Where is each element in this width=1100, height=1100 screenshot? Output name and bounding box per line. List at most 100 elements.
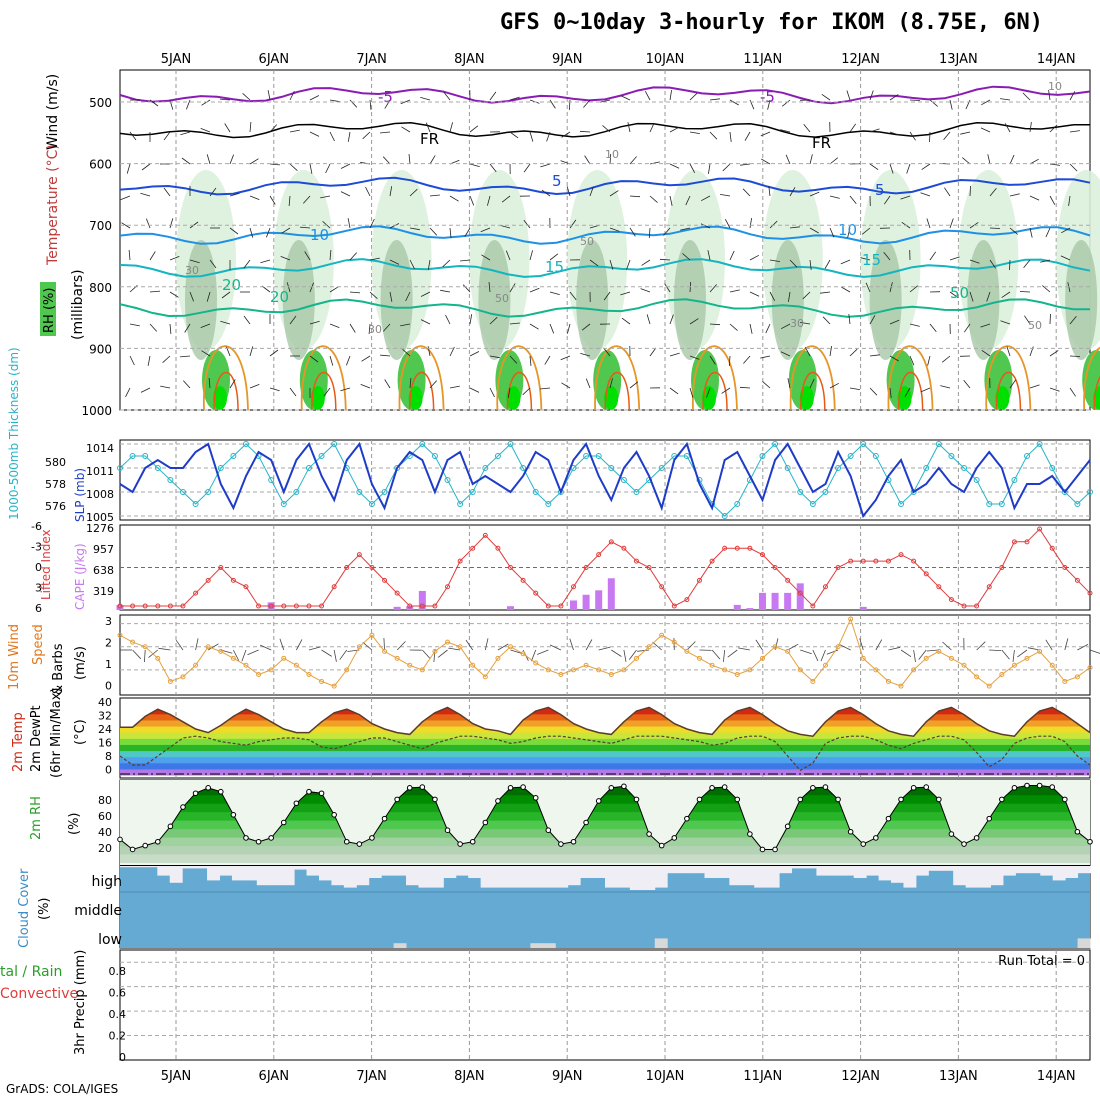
wind-barb [489, 163, 497, 173]
wind-barb [709, 323, 721, 326]
wind-barb [449, 122, 453, 133]
cloud-high-bar [231, 866, 245, 881]
li-point [999, 565, 1005, 570]
wind-barb [549, 323, 555, 334]
wind-speed-point [545, 667, 551, 673]
y-tick-temp: 32 [98, 710, 112, 723]
wind-barb [567, 323, 571, 334]
rh-legend-swatch [40, 282, 56, 336]
cloud-high-bar [182, 866, 196, 869]
wind-barb-10m [727, 649, 738, 658]
cloud-high-bar [953, 866, 967, 886]
thickness-point [356, 489, 363, 495]
wind-barb [820, 291, 831, 294]
wind-barb-10m [510, 649, 523, 654]
li-point [1011, 539, 1017, 545]
wind-barb-10m [260, 644, 272, 651]
wind-barb [269, 195, 276, 205]
wind-speed-point [369, 632, 375, 638]
rh-band [120, 801, 1090, 813]
wind-barb [189, 291, 194, 302]
isotherm-loop [408, 371, 435, 411]
wind-barb [1069, 163, 1078, 172]
cloud-high-bar [667, 866, 681, 874]
isotherm-loop [496, 345, 543, 411]
thickness-point [142, 453, 149, 459]
wind-barb [329, 99, 340, 103]
cloud-high-bar [741, 866, 755, 886]
date-label-top: 11JAN [743, 52, 782, 67]
rh-shade [310, 386, 325, 410]
thickness-point [242, 441, 249, 447]
date-label-top: 6JAN [259, 52, 290, 67]
cloud-high-bar [965, 866, 979, 888]
wind-barb [800, 322, 811, 325]
rh-point [873, 835, 879, 841]
wind-barb [829, 382, 839, 389]
y-tick-li: 6 [35, 602, 42, 615]
wind-barb [909, 131, 916, 141]
li-point [659, 584, 665, 590]
cloud-high-bar [368, 866, 382, 878]
y-tick-li: -3 [31, 541, 42, 554]
wind-barb [1001, 291, 1011, 298]
thickness-point [507, 441, 514, 447]
wind-barb [349, 291, 361, 294]
wind-barb-10m [175, 639, 184, 651]
li-point [571, 584, 577, 590]
wind-barb [969, 185, 971, 197]
ylabel-millibars: (millibars) [70, 269, 86, 340]
rh-shade [799, 386, 814, 410]
li-point [470, 545, 476, 551]
rh-point [1024, 782, 1030, 789]
wind-barb [208, 377, 211, 389]
wind-barb [787, 378, 791, 389]
wind-speed-point [306, 672, 312, 677]
wind-barb-10m [1017, 649, 1028, 658]
thickness-point [1024, 453, 1031, 459]
wind-barb [669, 90, 672, 101]
wind-barb [460, 259, 471, 262]
isotherm-label: 10 [1048, 80, 1062, 93]
thickness-point [268, 477, 275, 483]
rh-point [973, 835, 980, 841]
li-point [759, 552, 765, 558]
y-tick-cape: 957 [93, 543, 114, 556]
isotherm-label: 10 [310, 226, 329, 244]
panel-frame-wind [119, 614, 1091, 696]
wind-barb [1000, 320, 1011, 325]
wind-barb [206, 291, 211, 302]
wind-speed-point [671, 639, 677, 645]
temp-band [120, 755, 1090, 764]
rh-point [117, 836, 123, 843]
wind-barb [163, 187, 171, 197]
wind-barb [929, 99, 938, 107]
wind-speed-point [873, 667, 879, 673]
wind-barb [129, 323, 140, 327]
li-point [344, 565, 350, 570]
wind-barb [749, 291, 760, 297]
wind-barb-10m [942, 641, 952, 651]
wind-speed-point [759, 655, 765, 661]
thickness-point [469, 489, 476, 495]
thickness-point [117, 465, 123, 471]
cloud-high-bar [207, 866, 220, 881]
wind-barb [362, 131, 371, 140]
cloud-high-bar [455, 866, 469, 876]
isotherm-loop [1093, 376, 1100, 411]
wind-barb [969, 259, 980, 264]
wind-barb [323, 387, 331, 397]
cloud-low-bar [542, 943, 556, 948]
wind-barb [739, 386, 751, 389]
isotherm-line [119, 258, 1091, 278]
cloud-high-bar [592, 866, 606, 878]
isotherm-loop [887, 345, 934, 411]
date-label-top: 12JAN [841, 52, 880, 67]
li-point [155, 603, 161, 609]
wind-barb [269, 163, 281, 166]
wind-speed-point [797, 667, 803, 673]
y-tick-slp: 1008 [86, 488, 114, 501]
y-tick-upper: 800 [89, 281, 112, 295]
wind-barb [209, 187, 217, 197]
li-point [911, 558, 917, 564]
